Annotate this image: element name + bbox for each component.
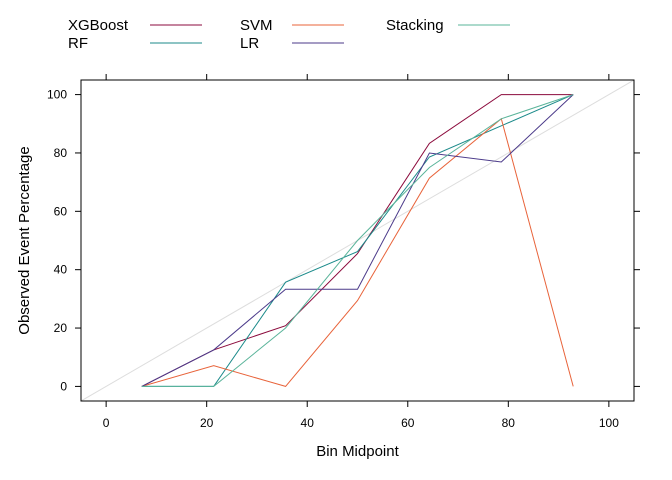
legend-label: XGBoost bbox=[68, 17, 129, 34]
x-axis-title: Bin Midpoint bbox=[316, 443, 399, 460]
y-tick-label: 0 bbox=[60, 379, 67, 393]
y-tick-label: 60 bbox=[54, 204, 68, 218]
legend-label: LR bbox=[240, 35, 259, 52]
y-tick-label: 80 bbox=[54, 146, 68, 160]
plot-lines bbox=[81, 80, 634, 401]
x-tick-label: 40 bbox=[301, 416, 315, 430]
x-tick-label: 0 bbox=[103, 416, 110, 430]
series-line-svm bbox=[141, 117, 574, 387]
y-tick-label: 20 bbox=[54, 321, 68, 335]
legend-label: RF bbox=[68, 35, 88, 52]
series-line-lr bbox=[141, 94, 574, 387]
legend-item-rf: RF bbox=[68, 35, 202, 52]
legend-item-svm: SVM bbox=[240, 17, 344, 34]
legend-item-stacking: Stacking bbox=[386, 17, 510, 34]
x-tick-label: 60 bbox=[401, 416, 415, 430]
y-axis-title: Observed Event Percentage bbox=[16, 146, 33, 334]
x-tick-label: 80 bbox=[502, 416, 516, 430]
legend-label: Stacking bbox=[386, 17, 444, 34]
legend-label: SVM bbox=[240, 17, 273, 34]
plot-frame bbox=[80, 79, 635, 402]
legend-item-lr: LR bbox=[240, 35, 344, 52]
series-line-stacking bbox=[141, 94, 574, 387]
x-tick-label: 20 bbox=[200, 416, 214, 430]
legend-item-xgboost: XGBoost bbox=[68, 17, 202, 34]
y-tick-label: 40 bbox=[54, 263, 68, 277]
x-tick-label: 100 bbox=[599, 416, 619, 430]
y-tick-label: 100 bbox=[47, 88, 67, 102]
axis-ticks: 0 20 40 60 80 100 0 20 40 60 80 100 bbox=[47, 74, 640, 430]
